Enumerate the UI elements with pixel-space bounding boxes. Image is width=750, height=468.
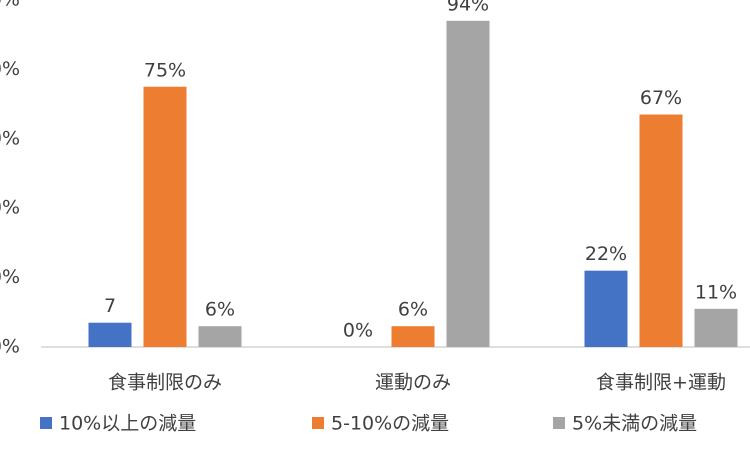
x-tick-label: 食事制限+運動 [596,372,726,394]
bar [391,326,435,347]
value-label: 0% [343,320,373,342]
legend-swatch [553,417,565,429]
legend-swatch [312,417,324,429]
value-label: 94% [447,0,489,15]
x-tick-label: 食事制限のみ [108,372,222,394]
bar [143,86,187,347]
value-label: 11% [695,281,737,303]
legend-label: 10%以上の減量 [59,413,196,435]
y-tick-label: 80% [0,58,20,80]
y-tick-label: 0% [0,336,20,358]
value-label: 6% [205,299,235,321]
y-tick-label: 60% [0,127,20,149]
value-label: 6% [398,299,428,321]
x-tick-label: 運動のみ [375,372,451,394]
legend-label: 5-10%の減量 [331,413,449,435]
bar [88,322,132,347]
bar [639,114,683,347]
bar [694,308,738,347]
legend-label: 5%未満の減量 [572,413,697,435]
y-tick-label: 40% [0,197,20,219]
legend-swatch [40,417,52,429]
bar [584,270,628,347]
value-label: 67% [640,87,682,109]
y-tick-label: 20% [0,266,20,288]
value-label: 7 [104,295,116,317]
bar [446,20,490,347]
y-tick-label: 100% [0,0,20,11]
value-label: 22% [585,243,627,265]
value-label: 75% [144,59,186,81]
bar [198,326,242,347]
